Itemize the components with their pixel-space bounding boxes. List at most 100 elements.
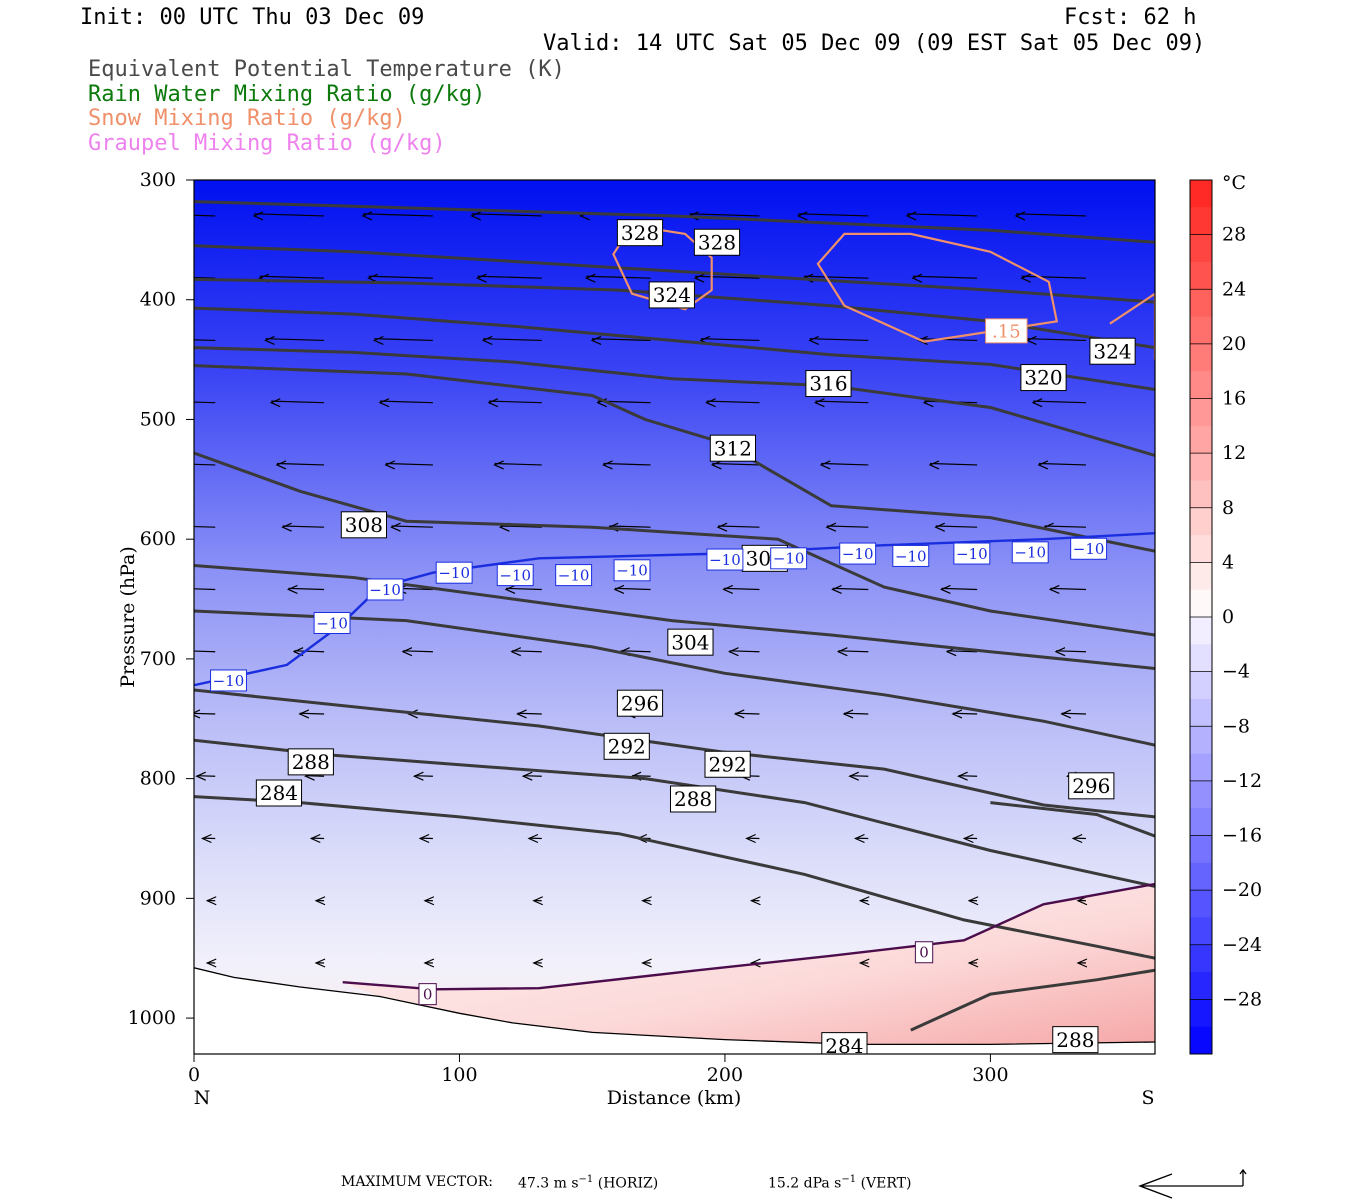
contour-label-text: 296 [1072, 774, 1110, 798]
wind-vector [729, 650, 760, 653]
contour-label-box [669, 785, 717, 813]
contour-label: 0 [914, 941, 934, 964]
colorbar-swatch [1190, 562, 1212, 591]
wind-vector-head [808, 335, 819, 345]
init-time: Init: 00 UTC Thu 03 Dec 09 [80, 5, 425, 30]
wind-vector-head [749, 896, 761, 906]
colorbar-swatch [1190, 234, 1212, 263]
colorbar-swatch [1190, 944, 1212, 973]
wind-vector-head [264, 335, 275, 345]
y-tick-label: 500 [140, 408, 176, 430]
contour-label-text: −10 [895, 547, 927, 565]
wind-vector-head [716, 522, 728, 532]
forecast-hour: Fcst: 62 h [1064, 5, 1197, 30]
contour-labels: 328 3283243243203163123083083042962922922… [210, 219, 1136, 1054]
wind-vector [803, 275, 869, 279]
theta-e-contour [194, 795, 1155, 960]
contour-label: 296 [1068, 772, 1115, 800]
colorbar-swatch [1190, 1026, 1212, 1055]
contour-label: −10 [953, 542, 991, 565]
snow-contour [816, 232, 1059, 343]
colorbar-swatch [1190, 917, 1212, 946]
wind-vector-head [194, 709, 201, 719]
contour-label-box [603, 732, 650, 760]
contour-label-box [821, 1032, 868, 1054]
contour-label-text: −10 [558, 566, 590, 584]
wind-vector-head [504, 584, 516, 595]
wind-vector-head [1048, 584, 1060, 595]
north-label: N [194, 1087, 211, 1109]
contour-label: −10 [1070, 537, 1108, 560]
colorbar-unit: °C [1222, 172, 1246, 194]
max-horiz-vector: 47.3 m s−1 (HORIZ) [518, 1174, 659, 1192]
wind-vector-head [521, 771, 533, 781]
wind-vector [838, 650, 869, 653]
colorbar-swatch [1190, 316, 1212, 345]
contour-label-text: −10 [1014, 544, 1046, 562]
max-vector-label: MAXIMUM VECTOR: [341, 1174, 493, 1190]
wind-vector [1050, 587, 1086, 591]
colorbar-swatch [1190, 780, 1212, 809]
wind-vector [477, 275, 542, 279]
contour-label-text: −10 [773, 550, 805, 568]
colorbar-tick-label: 20 [1222, 333, 1246, 355]
wind-vector-head [911, 273, 923, 283]
wind-vector-head [423, 958, 435, 968]
plot-frame [193, 179, 1156, 1055]
wind-vector [194, 339, 216, 342]
contour-label-text: 292 [709, 752, 747, 776]
wind-vector [494, 462, 542, 466]
wind-vector-head [951, 709, 963, 719]
field-snow: Snow Mixing Ratio (g/kg) [88, 106, 406, 131]
contour-label-text: 296 [621, 691, 659, 715]
wind-vector-head [195, 771, 206, 781]
contour-label-box [709, 434, 757, 462]
contour-label-text: 316 [809, 372, 847, 396]
colorbar-swatch [1190, 753, 1212, 782]
wind-vector-head [728, 647, 739, 657]
contour-label-box [914, 941, 934, 964]
wind-vector [1033, 400, 1086, 404]
contour-label-text: −10 [956, 545, 988, 563]
wind-vector-head [710, 460, 722, 470]
contour-label-box [616, 689, 664, 717]
wind-vector-head [1037, 460, 1049, 470]
contour-label-box [496, 564, 534, 587]
contour-label-box [839, 542, 877, 565]
wind-vector [374, 338, 433, 342]
colorbar-tick-label: 12 [1222, 442, 1246, 464]
contour-label-box [435, 561, 473, 584]
wind-vector-head [476, 273, 487, 283]
wind-vector-head [314, 958, 326, 968]
colorbar-swatch [1190, 371, 1212, 399]
contour-label: 328 [616, 219, 664, 247]
colorbar-tick-label: −12 [1222, 770, 1262, 792]
contour-label-box [555, 564, 593, 587]
colorbar-tick-label: −20 [1222, 879, 1262, 901]
colorbar-swatch [1190, 862, 1212, 891]
wind-vector-head [378, 398, 390, 408]
contour-label-box [1052, 1026, 1099, 1054]
wind-vector [254, 213, 325, 217]
contour-label: 320 [1020, 364, 1067, 392]
contour-label: −10 [366, 578, 404, 601]
wind-vector-head [487, 398, 499, 408]
contour-label: .15 [985, 318, 1028, 344]
contour-label-text: −10 [709, 551, 741, 569]
wind-vector [821, 462, 869, 466]
wind-vector-head [796, 211, 808, 221]
wind-vector [844, 712, 869, 715]
wind-vector [483, 338, 542, 342]
wind-vector [912, 275, 978, 279]
wind-vector [276, 462, 325, 466]
wind-vector [471, 213, 542, 217]
wind-vector [523, 775, 542, 777]
wind-vector [414, 775, 433, 777]
wind-vector-head [309, 833, 321, 844]
contour-label: 292 [704, 750, 751, 778]
wind-vector-head [967, 896, 979, 906]
contour-label-box [1070, 537, 1108, 560]
y-tick-label: 700 [140, 648, 176, 670]
terrain-line [194, 967, 1155, 1046]
